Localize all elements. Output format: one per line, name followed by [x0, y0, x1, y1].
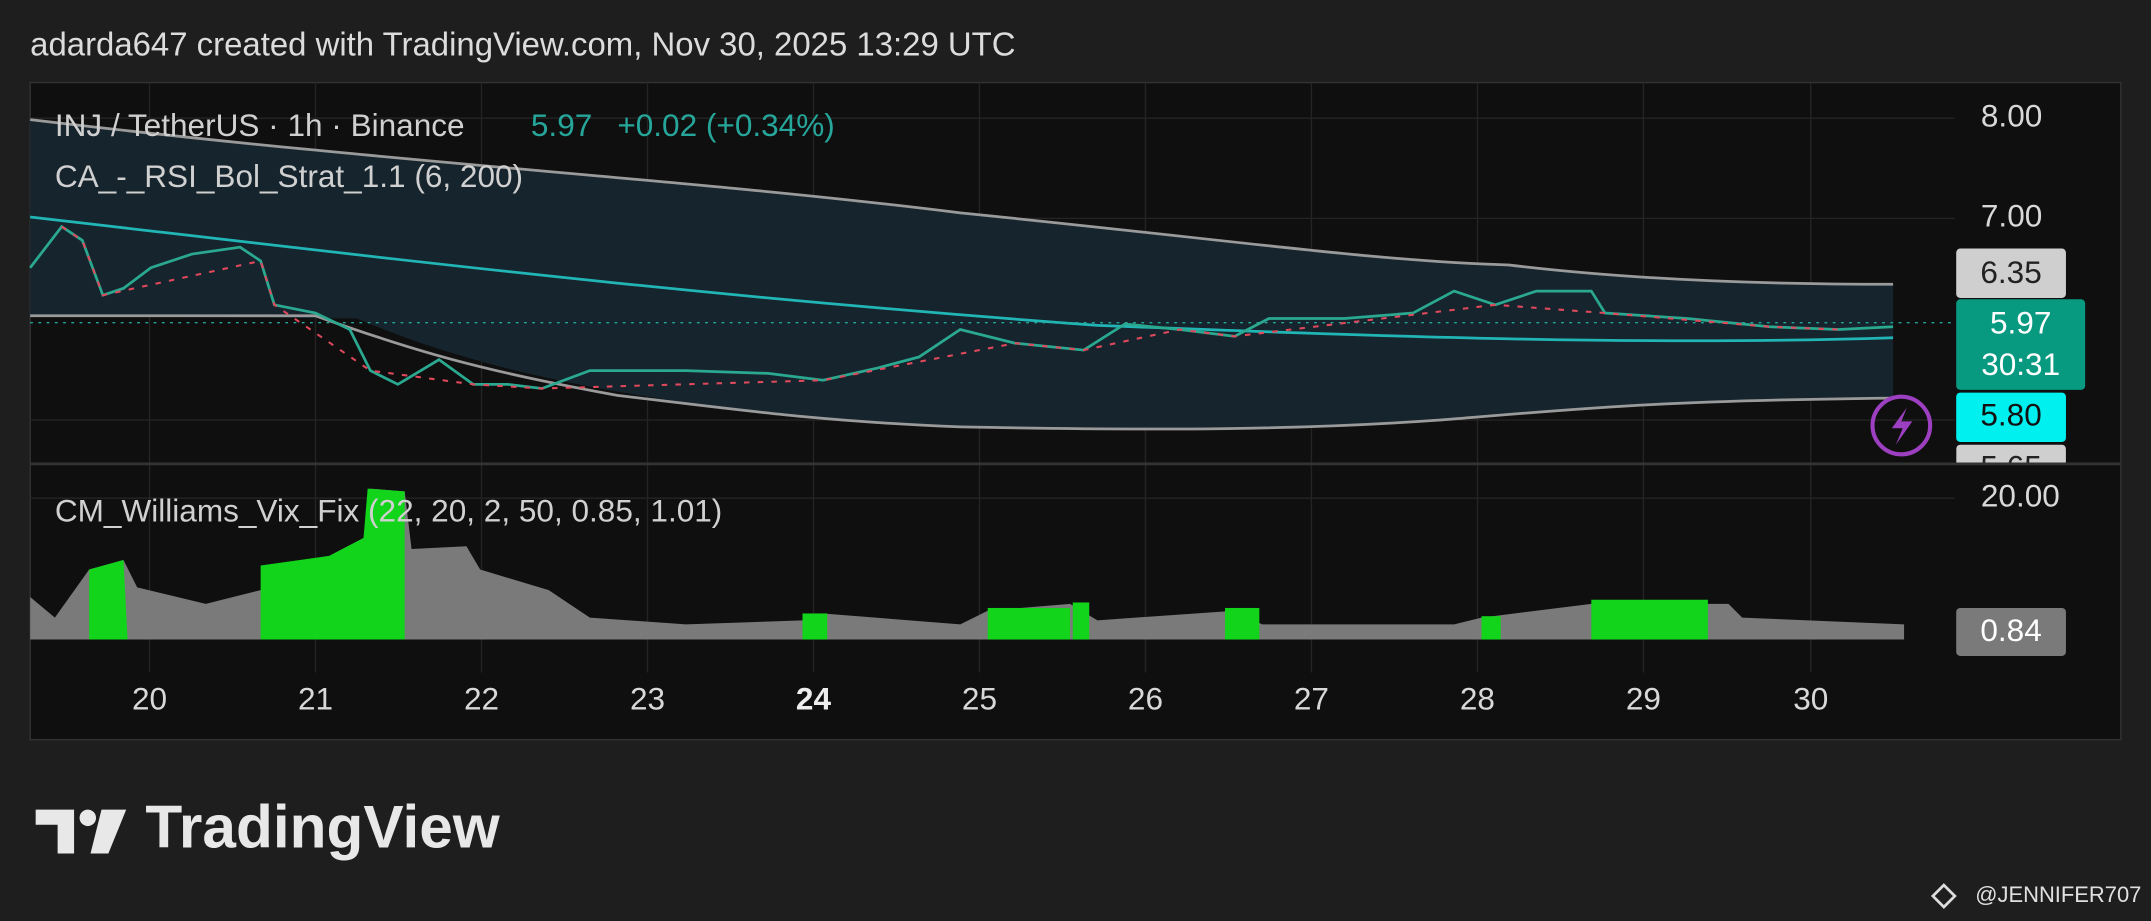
watermark: @JENNIFER707 [1975, 882, 2141, 907]
lower-band-value: 5.80 [1980, 397, 2041, 433]
logo-mark [35, 809, 127, 854]
indicator-name: CA_-_RSI_Bol_Strat_1.1 (6, 200) [55, 158, 523, 194]
alert-bolt [1891, 407, 1913, 445]
vix-histogram [30, 488, 1905, 640]
time-label: 29 [1626, 681, 1661, 717]
vix-tag [1956, 607, 2066, 656]
time-label: 20 [132, 681, 167, 717]
axis-label: 8.00 [1981, 98, 2042, 134]
band-fill [30, 119, 1894, 429]
time-label: 30 [1793, 681, 1828, 717]
last-price-value: 5.97 [1990, 305, 2051, 341]
price-series [29, 224, 1894, 390]
price-change: +0.02 (+0.34%) [617, 107, 834, 143]
time-label: 21 [298, 681, 333, 717]
time-label: 22 [464, 681, 499, 717]
time-label: 27 [1294, 681, 1329, 717]
vix-tag-value: 0.84 [1980, 612, 2041, 648]
last-price: 5.97 [531, 107, 592, 143]
upper-band-tag [1956, 248, 2066, 298]
time-label: 23 [630, 681, 665, 717]
price-down-candles [61, 225, 1839, 390]
band-upper [30, 118, 1894, 286]
upper-band-value: 6.35 [1980, 254, 2041, 290]
cut-tag-value: 5.65 [1980, 449, 2041, 485]
axis-label: 7.00 [1981, 198, 2042, 234]
lower-band-tag [1956, 392, 2066, 442]
cut-tag-clip: 5.65 [1956, 444, 2066, 485]
price-axis: 8.00 7.00 20.00 [1981, 98, 2060, 514]
symbol: INJ / TetherUS · 1h · Binance [55, 107, 465, 143]
vix-indicator-name: CM_Williams_Vix_Fix (22, 20, 2, 50, 0.85… [55, 493, 722, 529]
bar-countdown: 30:31 [1981, 346, 2060, 382]
caption: adarda647 created with TradingView.com, … [30, 26, 1015, 63]
watermark-icon [1930, 883, 1957, 909]
time-label: 24 [796, 681, 832, 717]
vix-highlights [89, 488, 1708, 640]
logo-text: TradingView [145, 793, 500, 861]
time-label: 25 [962, 681, 997, 717]
cut-tag [1956, 444, 2066, 463]
alert-icon[interactable] [1870, 394, 1933, 457]
time-label: 26 [1128, 681, 1163, 717]
vix-axis-label: 20.00 [1981, 478, 2060, 514]
time-axis: 20 21 22 23 24 25 26 27 28 29 30 [132, 681, 1828, 717]
last-price-tag [1956, 299, 2086, 390]
time-label: 28 [1460, 681, 1495, 717]
band-lower [30, 314, 1894, 431]
